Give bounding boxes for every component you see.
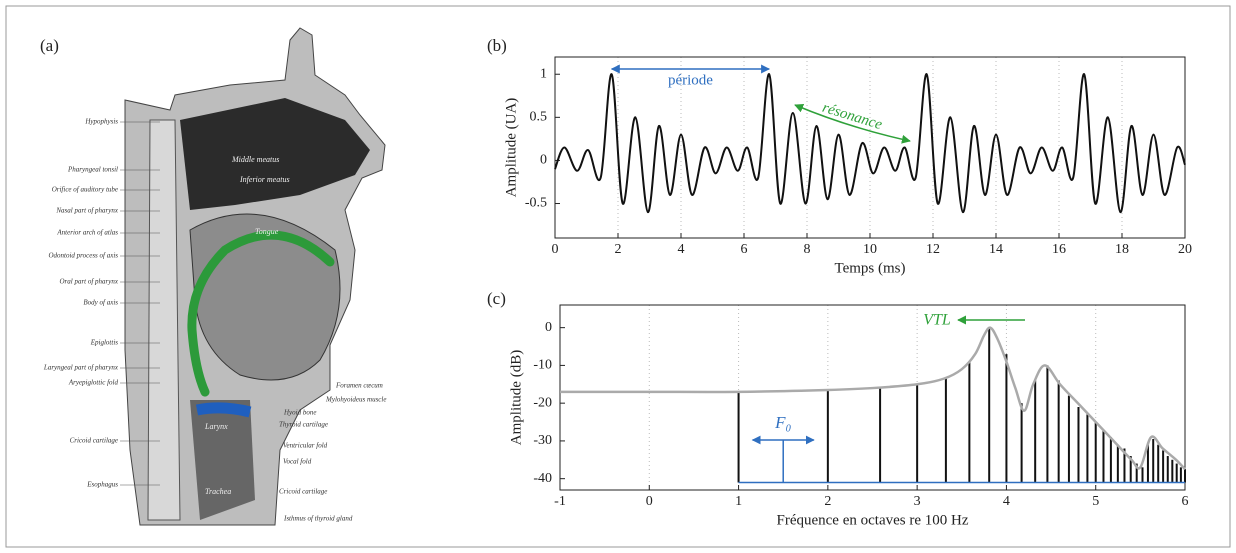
anatomy-label: Tongue — [255, 227, 279, 236]
annotation: période — [668, 72, 713, 88]
anatomy-label: Oral part of pharynx — [59, 278, 118, 286]
y-tick-label: 1 — [540, 66, 547, 81]
annotation: F₀ — [774, 413, 791, 432]
anatomy-label: Vocal fold — [283, 458, 312, 466]
x-tick-label: -1 — [554, 494, 566, 509]
panel-label: (c) — [487, 289, 506, 308]
anatomy-label: Odontoid process of axis — [48, 252, 118, 260]
anatomy-label: Esophagus — [86, 481, 118, 489]
x-tick-label: 16 — [1052, 242, 1066, 257]
y-axis-label: Amplitude (dB) — [508, 350, 524, 445]
y-tick-label: -10 — [533, 358, 552, 373]
waveform — [554, 73, 1186, 214]
resonance-arrow — [794, 103, 911, 144]
y-tick-label: 0 — [540, 153, 547, 168]
plot-frame — [559, 304, 1186, 491]
anatomy-label: Aryepiglottic fold — [68, 379, 119, 387]
x-tick-label: 8 — [804, 242, 811, 257]
anatomy-label: Mylohyoideus muscle — [325, 396, 386, 404]
y-tick-label: 0 — [545, 320, 552, 335]
x-tick-label: 3 — [914, 494, 921, 509]
x-tick-label: 6 — [741, 242, 748, 257]
anatomy-label: Laryngeal part of pharynx — [43, 364, 119, 372]
panel-label: (b) — [487, 36, 507, 55]
x-tick-label: 0 — [552, 242, 559, 257]
x-tick-label: 4 — [1003, 494, 1010, 509]
anatomy-drawing — [124, 27, 386, 526]
x-tick-label: 0 — [646, 494, 653, 509]
x-tick-label: 10 — [863, 242, 877, 257]
panel-label: (a) — [40, 36, 59, 55]
x-tick-label: 12 — [926, 242, 940, 257]
anatomy-label: Cricoid cartilage — [70, 437, 118, 445]
x-tick-label: 2 — [615, 242, 622, 257]
anatomy-label: Foramen cæcum — [335, 382, 383, 390]
y-tick-label: -20 — [533, 395, 552, 410]
y-tick-label: 0.5 — [530, 110, 548, 125]
x-tick-label: 14 — [989, 242, 1003, 257]
anatomy-label: Isthmus of thyroid gland — [283, 515, 353, 523]
anatomy-label: Pharyngeal tonsil — [67, 166, 118, 174]
y-axis-label: Amplitude (UA) — [503, 98, 519, 198]
anatomy-label: Trachea — [205, 487, 231, 496]
spectral-envelope — [559, 326, 1186, 471]
anatomy-label: Nasal part of pharynx — [55, 207, 119, 215]
y-tick-label: -30 — [533, 433, 552, 448]
anatomy-label: Larynx — [204, 422, 228, 431]
x-tick-label: 4 — [678, 242, 685, 257]
x-tick-label: 20 — [1178, 242, 1192, 257]
anatomy-label: Orifice of auditory tube — [52, 186, 118, 194]
x-tick-label: 6 — [1182, 494, 1189, 509]
y-tick-label: -0.5 — [525, 196, 547, 211]
anatomy-label: Hypophysis — [84, 118, 118, 126]
x-tick-label: 5 — [1092, 494, 1099, 509]
annotation: VTL — [923, 312, 951, 329]
y-tick-label: -40 — [533, 471, 552, 486]
anatomy-label: Cricoid cartilage — [279, 488, 327, 496]
anatomy-label: Epiglottis — [90, 339, 119, 347]
anatomy-label: Ventricular fold — [283, 442, 328, 450]
anatomy-label: Anterior arch of atlas — [56, 229, 118, 237]
anatomy-label: Hyoid bone — [283, 409, 316, 417]
plot-frame — [554, 56, 1186, 239]
x-tick-label: 18 — [1115, 242, 1129, 257]
x-tick-label: 2 — [824, 494, 831, 509]
anatomy-label: Middle meatus — [231, 155, 279, 164]
anatomy-label: Inferior meatus — [239, 175, 290, 184]
anatomy-label: Body of axis — [83, 299, 118, 307]
x-axis-label: Temps (ms) — [834, 260, 905, 276]
anatomy-label: Thyroid cartilage — [279, 421, 328, 429]
x-axis-label: Fréquence en octaves re 100 Hz — [777, 512, 969, 528]
x-tick-label: 1 — [735, 494, 742, 509]
